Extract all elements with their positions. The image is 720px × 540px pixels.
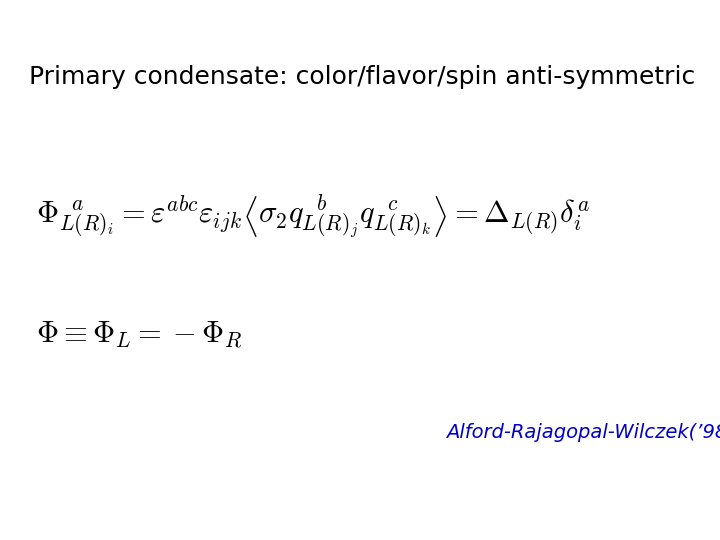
Text: Alford-Rajagopal-Wilczek(’98): Alford-Rajagopal-Wilczek(’98) (446, 422, 720, 442)
Text: $\Phi \equiv \Phi_L = -\Phi_R$: $\Phi \equiv \Phi_L = -\Phi_R$ (36, 320, 243, 350)
Text: Primary condensate: color/flavor/spin anti-symmetric: Primary condensate: color/flavor/spin an… (29, 65, 695, 89)
Text: $\Phi_{L(R)_i}^{\ \ a} = \varepsilon^{abc}\varepsilon_{ijk}\left\langle \sigma_2: $\Phi_{L(R)_i}^{\ \ a} = \varepsilon^{ab… (36, 192, 590, 240)
